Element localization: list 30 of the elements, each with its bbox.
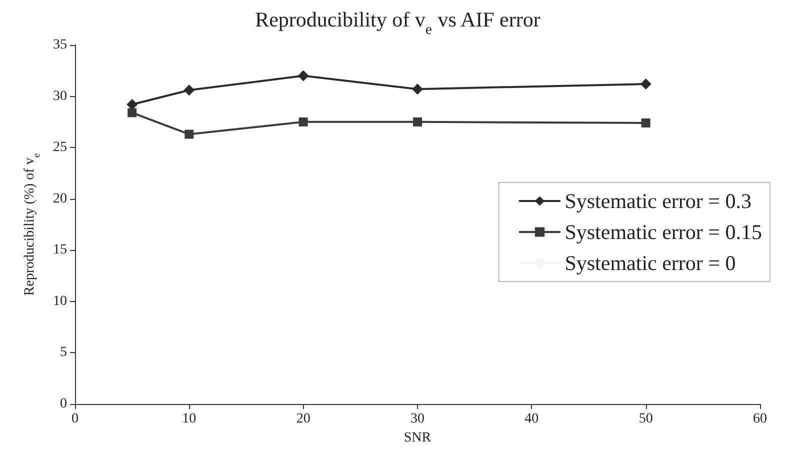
y-tick-label: 35 xyxy=(53,38,67,52)
x-tick-label: 10 xyxy=(182,412,196,426)
point xyxy=(128,108,137,118)
point xyxy=(126,98,138,110)
point xyxy=(184,130,194,139)
x-tick-label: 50 xyxy=(638,412,653,426)
point xyxy=(298,117,308,126)
y-tick-label: 15 xyxy=(53,242,67,258)
point xyxy=(298,70,309,82)
legend-label: Systematic error = 0 xyxy=(564,251,736,275)
point xyxy=(412,84,423,95)
point xyxy=(413,117,422,126)
x-tick-label: 0 xyxy=(72,412,78,426)
x-tick-label: 40 xyxy=(524,412,539,426)
y-tick-label: 20 xyxy=(53,191,67,206)
point xyxy=(184,84,195,96)
point xyxy=(640,78,652,90)
legend-label: Systematic error = 0.15 xyxy=(564,220,762,244)
x-tick-label: 20 xyxy=(296,412,310,426)
y-tick-label: 10 xyxy=(53,294,67,309)
point xyxy=(641,118,650,128)
y-tick-label: 25 xyxy=(53,140,67,156)
y-tick-label: 5 xyxy=(60,345,67,360)
x-tick-label: 30 xyxy=(410,412,424,426)
x-tick-label: 60 xyxy=(753,412,767,426)
y-axis-title: Reproducibility (%) of ve xyxy=(22,152,42,296)
y-tick-label: 0 xyxy=(60,396,67,412)
y-tick-label: 30 xyxy=(53,88,67,104)
legend-label: Systematic error = 0.3 xyxy=(564,189,752,213)
x-axis-title: SNR xyxy=(404,430,432,446)
